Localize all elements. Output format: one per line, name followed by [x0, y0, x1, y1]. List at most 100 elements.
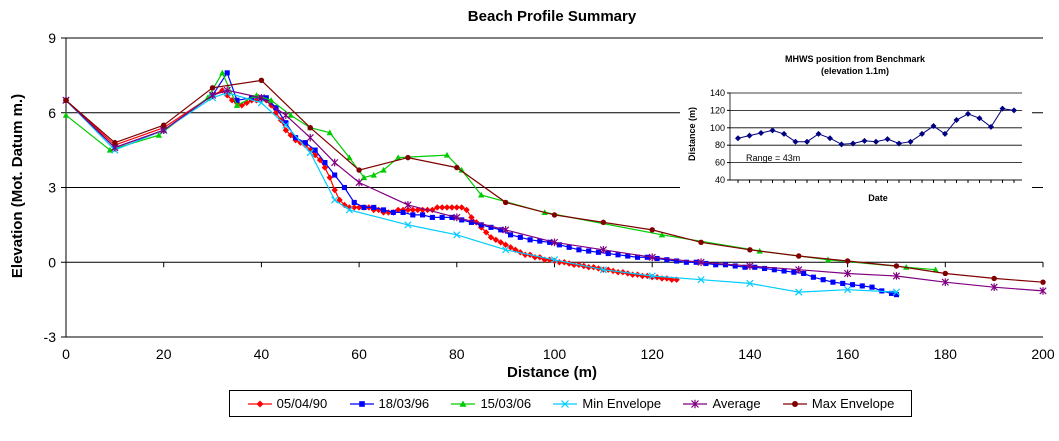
series-1-point-54 — [713, 262, 719, 268]
series-4-point-6 — [282, 111, 290, 120]
series-1-point-72 — [889, 290, 895, 296]
inset-point-9 — [838, 141, 845, 148]
series-4-point-8 — [331, 158, 339, 167]
series-0-point-59 — [487, 234, 495, 241]
series-5-point-6 — [356, 167, 362, 173]
series-3-point-19 — [843, 286, 852, 294]
series-1-point-32 — [498, 227, 504, 233]
legend-swatch-5 — [782, 400, 807, 407]
series-5-point-20 — [1040, 279, 1046, 285]
series-1-point-28 — [459, 217, 465, 223]
series-1-point-58 — [752, 264, 758, 270]
series-1-point-35 — [527, 237, 533, 243]
series-0-point-48 — [434, 204, 441, 211]
series-1-point-70 — [869, 284, 875, 290]
series-1-point-50 — [674, 258, 680, 264]
series-4-point-3 — [208, 91, 217, 100]
legend-swatch-1 — [349, 400, 374, 407]
series-3-point-9 — [345, 206, 353, 214]
series-2-point-4 — [219, 69, 226, 76]
inset-title-line-2: (elevation 1.1m) — [821, 66, 889, 76]
y-tick-label-4: 9 — [48, 30, 56, 46]
series-2-point-2 — [155, 131, 163, 138]
series-1-point-18 — [361, 204, 367, 210]
inset-x-ticks — [737, 180, 1015, 183]
series-5-point-19 — [991, 275, 997, 282]
x-axis-label: Distance (m) — [507, 364, 597, 381]
series-1-point-49 — [664, 257, 670, 263]
series-1-point-16 — [341, 184, 348, 191]
series-2-point-14 — [380, 166, 387, 173]
series-0-point-61 — [497, 239, 504, 246]
series-1-point-38 — [556, 242, 562, 248]
series-0-point-85 — [614, 269, 622, 276]
y-axis-label: Elevation (Mot. Datum m.) — [9, 94, 26, 278]
series-2-point-16 — [443, 151, 451, 158]
series-1-point-24 — [420, 212, 426, 218]
series-1-point-61 — [781, 268, 787, 274]
chart-legend: 05/04/90 18/03/96 15/03/06 Min Envelope Aver… — [229, 390, 912, 417]
y-tick-label-3: 6 — [48, 105, 56, 121]
series-3-point-6 — [282, 121, 290, 129]
x-tick-label-5: 100 — [543, 346, 567, 362]
series-0-point-92 — [649, 274, 656, 281]
series-0-point-26 — [326, 174, 333, 181]
series-5-point-15 — [796, 253, 802, 259]
inset-point-6 — [804, 138, 810, 145]
series-0-point-29 — [341, 201, 348, 209]
series-3-point-17 — [746, 279, 754, 288]
series-0-point-40 — [394, 206, 402, 214]
inset-point-8 — [827, 135, 833, 142]
series-3-point-8 — [331, 196, 339, 204]
series-5-point-7 — [405, 154, 411, 161]
series-4-point-22 — [990, 283, 998, 292]
series-5-point-10 — [551, 212, 558, 218]
series-0-point-6 — [228, 97, 236, 104]
inset-series-0 — [735, 105, 1017, 148]
series-1-point-5 — [234, 97, 240, 103]
series-1-point-17 — [351, 199, 357, 206]
inset-point-1 — [746, 132, 753, 139]
series-1-point-14 — [322, 160, 328, 166]
series-0-point-22 — [307, 146, 314, 154]
series-1-point-67 — [840, 280, 846, 286]
x-tick-label-1: 20 — [156, 346, 172, 362]
series-5-point-8 — [454, 164, 460, 171]
x-tick-label-7: 140 — [738, 346, 762, 362]
series-0-point-55 — [468, 214, 475, 221]
series-4 — [62, 86, 1047, 295]
series-2-point-15 — [394, 154, 402, 161]
series-5-point-13 — [698, 239, 704, 246]
legend-label-2: 15/03/06 — [480, 396, 532, 411]
series-1-point-48 — [654, 255, 660, 262]
series-1-point-30 — [478, 222, 484, 228]
series-1-point-8 — [263, 95, 269, 101]
main-y-ticks: -3 0 3 6 9 — [44, 30, 66, 345]
series-1-point-45 — [625, 253, 631, 259]
series-5 — [63, 77, 1046, 285]
series-1-point-51 — [683, 259, 689, 265]
series-0-point-95 — [663, 275, 671, 282]
series-0-point-27 — [331, 186, 338, 194]
inset-point-18 — [942, 130, 948, 137]
main-x-ticks: 0 20 40 60 80 100 120 140 160 180 200 — [62, 262, 1055, 362]
series-1-point-44 — [615, 252, 621, 258]
series-2-point-8 — [287, 112, 294, 118]
inset-point-7 — [815, 130, 822, 137]
series-1-point-39 — [566, 244, 572, 250]
series-3-point-20 — [892, 288, 901, 296]
series-0-point-66 — [521, 251, 529, 258]
series-5-point-17 — [893, 263, 900, 269]
legend-swatch-4 — [683, 399, 708, 408]
x-tick-label-10: 200 — [1031, 346, 1055, 362]
series-2-point-3 — [204, 94, 211, 101]
series-1-point-57 — [742, 264, 748, 270]
series-2-point-11 — [346, 154, 353, 161]
series-2-point-18 — [478, 191, 485, 198]
series-1-point-33 — [507, 232, 514, 238]
series-1-point-12 — [302, 140, 308, 146]
series-1-point-46 — [634, 254, 641, 260]
inset-y-tick-label-2: 80 — [715, 140, 725, 150]
series-1-point-15 — [332, 172, 338, 178]
inset-point-5 — [792, 138, 799, 145]
